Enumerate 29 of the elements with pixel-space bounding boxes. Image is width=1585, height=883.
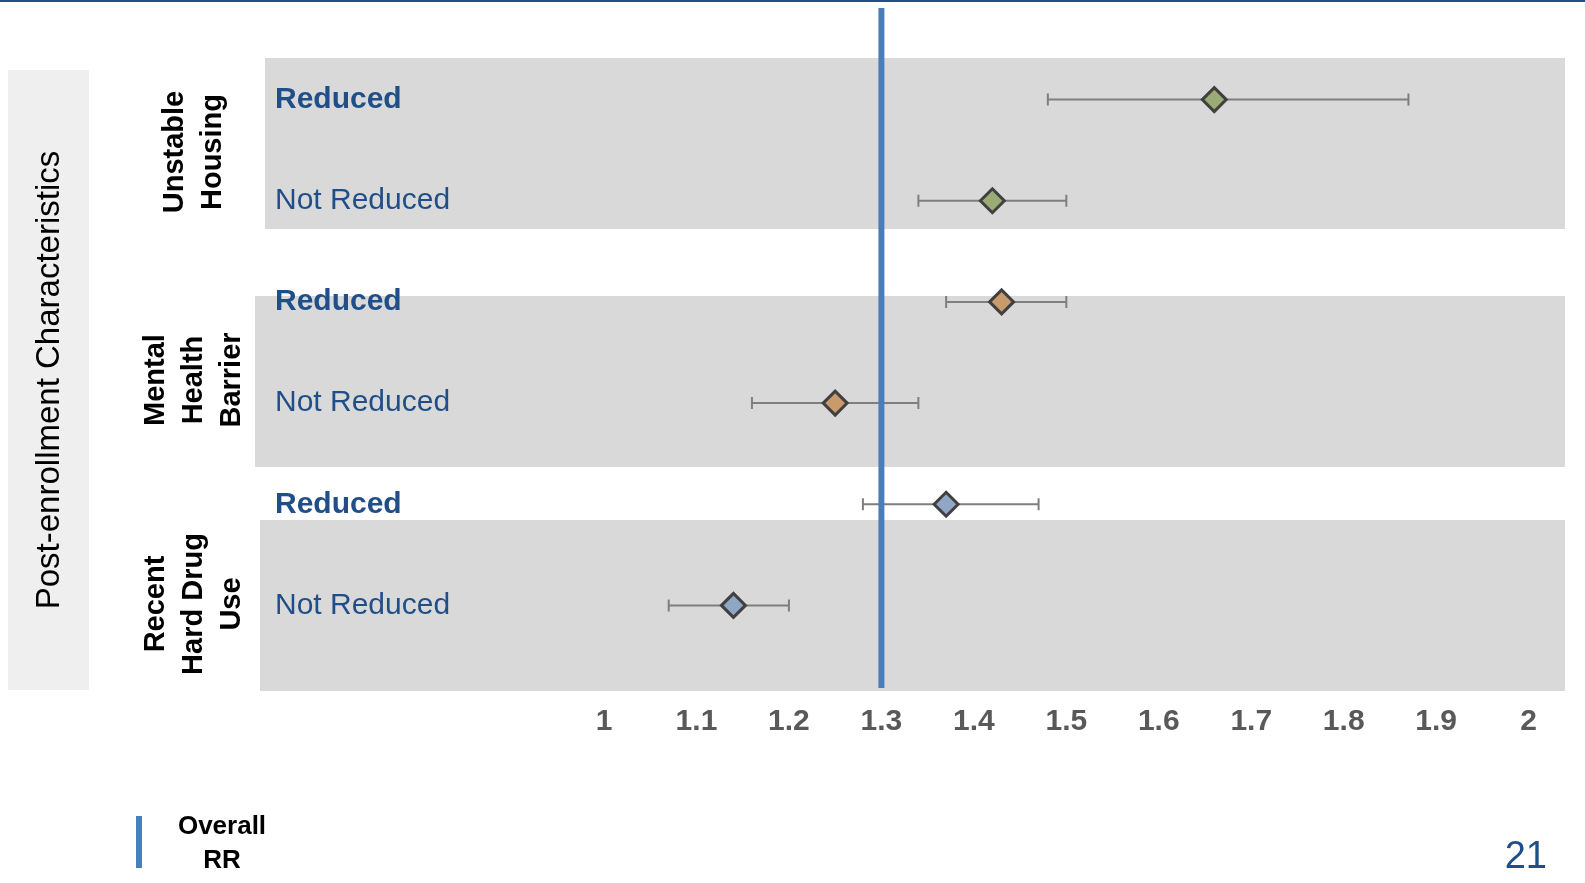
x-tick-label: 1.3 (860, 703, 903, 737)
x-tick-label: 1.5 (1045, 703, 1088, 737)
point (978, 187, 1006, 215)
x-tick-label: 1.4 (953, 703, 996, 737)
x-tick-label: 2 (1520, 703, 1537, 737)
point (821, 389, 849, 417)
x-tick-label: 1.8 (1322, 703, 1365, 737)
text: Mental Health Barrier (137, 331, 247, 430)
text: Post-enrollment Characteristics (29, 150, 67, 610)
x-tick-label: 1.1 (675, 703, 718, 737)
point (988, 288, 1016, 316)
y-tick-label: Reduced (275, 485, 402, 519)
legend-label: Overall RR (176, 809, 268, 876)
y-tick-label: Reduced (275, 80, 402, 114)
x-tick-label: 1 (595, 703, 613, 737)
text: 21 (1504, 834, 1547, 877)
y-tick-label: Not Reduced (275, 182, 451, 216)
x-tick-label: 1.7 (1230, 703, 1273, 737)
x-tick-label: 1.6 (1137, 703, 1180, 737)
point (719, 591, 747, 619)
point (1200, 86, 1228, 114)
y-tick-label: Reduced (275, 283, 402, 317)
x-tick-label: 1.2 (768, 703, 810, 737)
text: Unstable Housing (156, 89, 228, 216)
x-tick-label: 1.9 (1415, 703, 1458, 737)
text: Recent Hard Drug Use (137, 532, 247, 677)
y-tick-label: Not Reduced (275, 586, 451, 620)
y-tick-label: Not Reduced (275, 384, 451, 418)
point (932, 490, 960, 518)
